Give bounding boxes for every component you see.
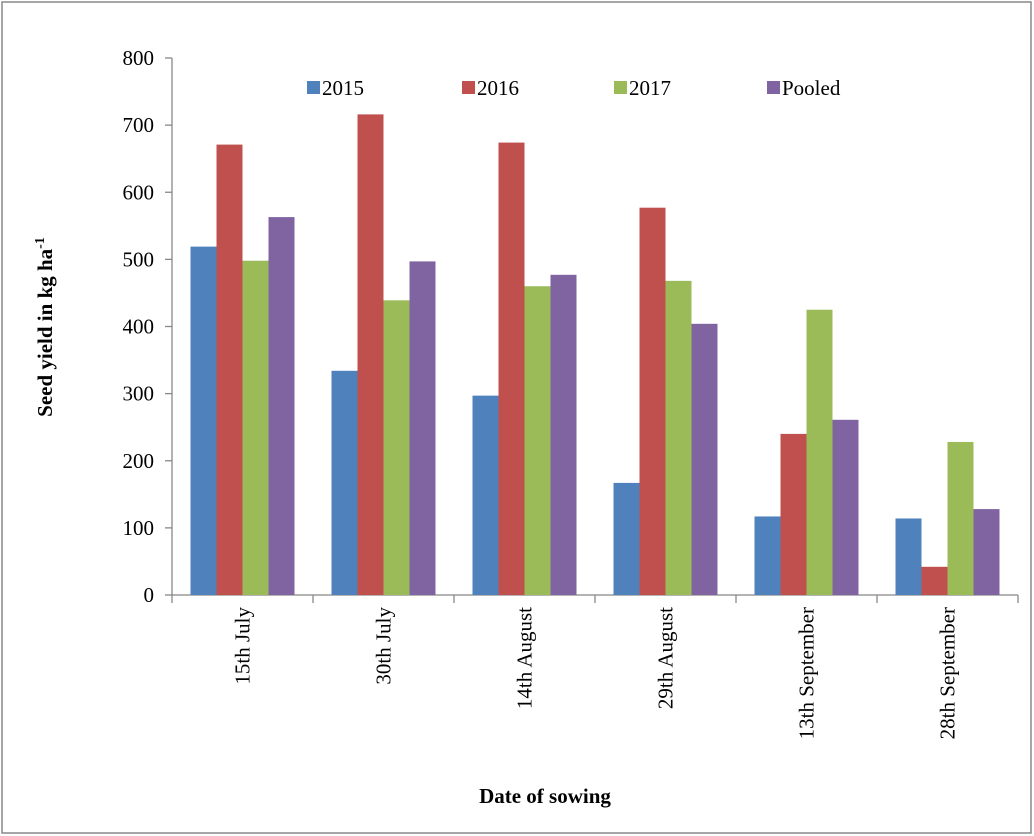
x-tick-label: 28th September xyxy=(936,607,960,739)
bar xyxy=(190,246,217,595)
y-axis-title-superscript: -1 xyxy=(33,237,48,249)
y-tick-label: 600 xyxy=(123,180,155,204)
bar xyxy=(357,114,384,595)
y-tick-label: 100 xyxy=(123,516,155,540)
y-axis-title-main: Seed yield in kg ha xyxy=(33,248,57,417)
bar xyxy=(895,518,922,595)
bar xyxy=(780,433,807,595)
bar xyxy=(613,482,640,595)
bar xyxy=(973,509,1000,595)
bar xyxy=(498,142,525,595)
bar xyxy=(331,370,358,595)
bar xyxy=(524,286,551,595)
legend-swatch xyxy=(462,81,475,94)
y-tick-label: 700 xyxy=(123,113,155,137)
y-tick-label: 400 xyxy=(123,315,155,339)
legend-label: 2016 xyxy=(477,76,519,100)
bar xyxy=(832,419,859,595)
legend-swatch xyxy=(307,81,320,94)
y-axis-title: Seed yield in kg ha-1 xyxy=(33,237,57,417)
x-tick-label: 30th July xyxy=(372,607,396,685)
bar xyxy=(806,309,833,595)
x-axis-title: Date of sowing xyxy=(479,784,611,808)
y-tick-label: 300 xyxy=(123,382,155,406)
bar xyxy=(639,207,666,595)
legend-swatch xyxy=(767,81,780,94)
bar xyxy=(472,395,499,595)
y-tick-label: 800 xyxy=(123,46,155,70)
bar xyxy=(383,300,410,595)
legend-label: Pooled xyxy=(782,76,841,100)
legend-label: 2017 xyxy=(629,76,671,100)
bar xyxy=(754,516,781,595)
legend-label: 2015 xyxy=(322,76,364,100)
bar xyxy=(921,566,948,595)
y-tick-label: 500 xyxy=(123,247,155,271)
x-tick-label: 29th August xyxy=(654,607,678,709)
bar xyxy=(691,323,718,595)
bar xyxy=(242,260,269,595)
bar xyxy=(550,274,577,595)
bar xyxy=(409,261,436,595)
bar xyxy=(216,144,243,595)
x-tick-label: 15th July xyxy=(231,607,255,685)
bar xyxy=(947,441,974,595)
x-tick-label: 14th August xyxy=(513,607,537,709)
bar xyxy=(665,280,692,595)
y-tick-label: 0 xyxy=(144,583,155,607)
x-tick-label: 13th September xyxy=(795,607,819,739)
bar xyxy=(268,217,295,595)
y-tick-label: 200 xyxy=(123,449,155,473)
legend-swatch xyxy=(614,81,627,94)
